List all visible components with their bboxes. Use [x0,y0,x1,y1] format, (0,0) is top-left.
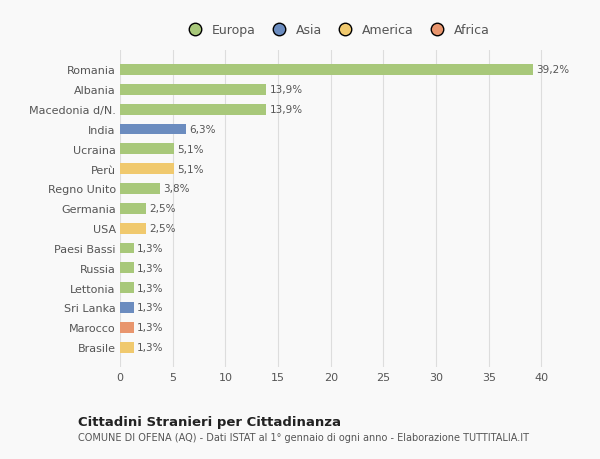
Text: 3,8%: 3,8% [163,184,190,194]
Bar [120,342,134,353]
Text: 6,3%: 6,3% [190,125,216,134]
Text: 5,1%: 5,1% [177,145,203,155]
Text: 5,1%: 5,1% [177,164,203,174]
Text: COMUNE DI OFENA (AQ) - Dati ISTAT al 1° gennaio di ogni anno - Elaborazione TUTT: COMUNE DI OFENA (AQ) - Dati ISTAT al 1° … [78,432,529,442]
Bar [120,263,134,274]
Text: 1,3%: 1,3% [137,323,163,333]
Bar [120,84,266,95]
Text: 13,9%: 13,9% [269,85,303,95]
Text: 39,2%: 39,2% [536,65,569,75]
Legend: Europa, Asia, America, Africa: Europa, Asia, America, Africa [179,22,493,40]
Text: 1,3%: 1,3% [137,263,163,273]
Bar [120,283,134,293]
Text: 1,3%: 1,3% [137,243,163,253]
Text: 1,3%: 1,3% [137,283,163,293]
Bar [120,184,160,195]
Bar [120,124,187,135]
Bar [120,144,174,155]
Bar [120,105,266,115]
Text: Cittadini Stranieri per Cittadinanza: Cittadini Stranieri per Cittadinanza [78,415,341,428]
Bar [120,65,533,76]
Bar [120,302,134,313]
Bar [120,164,174,175]
Bar [120,322,134,333]
Bar [120,203,146,214]
Text: 2,5%: 2,5% [149,204,176,214]
Bar [120,223,146,234]
Text: 1,3%: 1,3% [137,303,163,313]
Text: 1,3%: 1,3% [137,342,163,353]
Text: 2,5%: 2,5% [149,224,176,234]
Text: 13,9%: 13,9% [269,105,303,115]
Bar [120,243,134,254]
